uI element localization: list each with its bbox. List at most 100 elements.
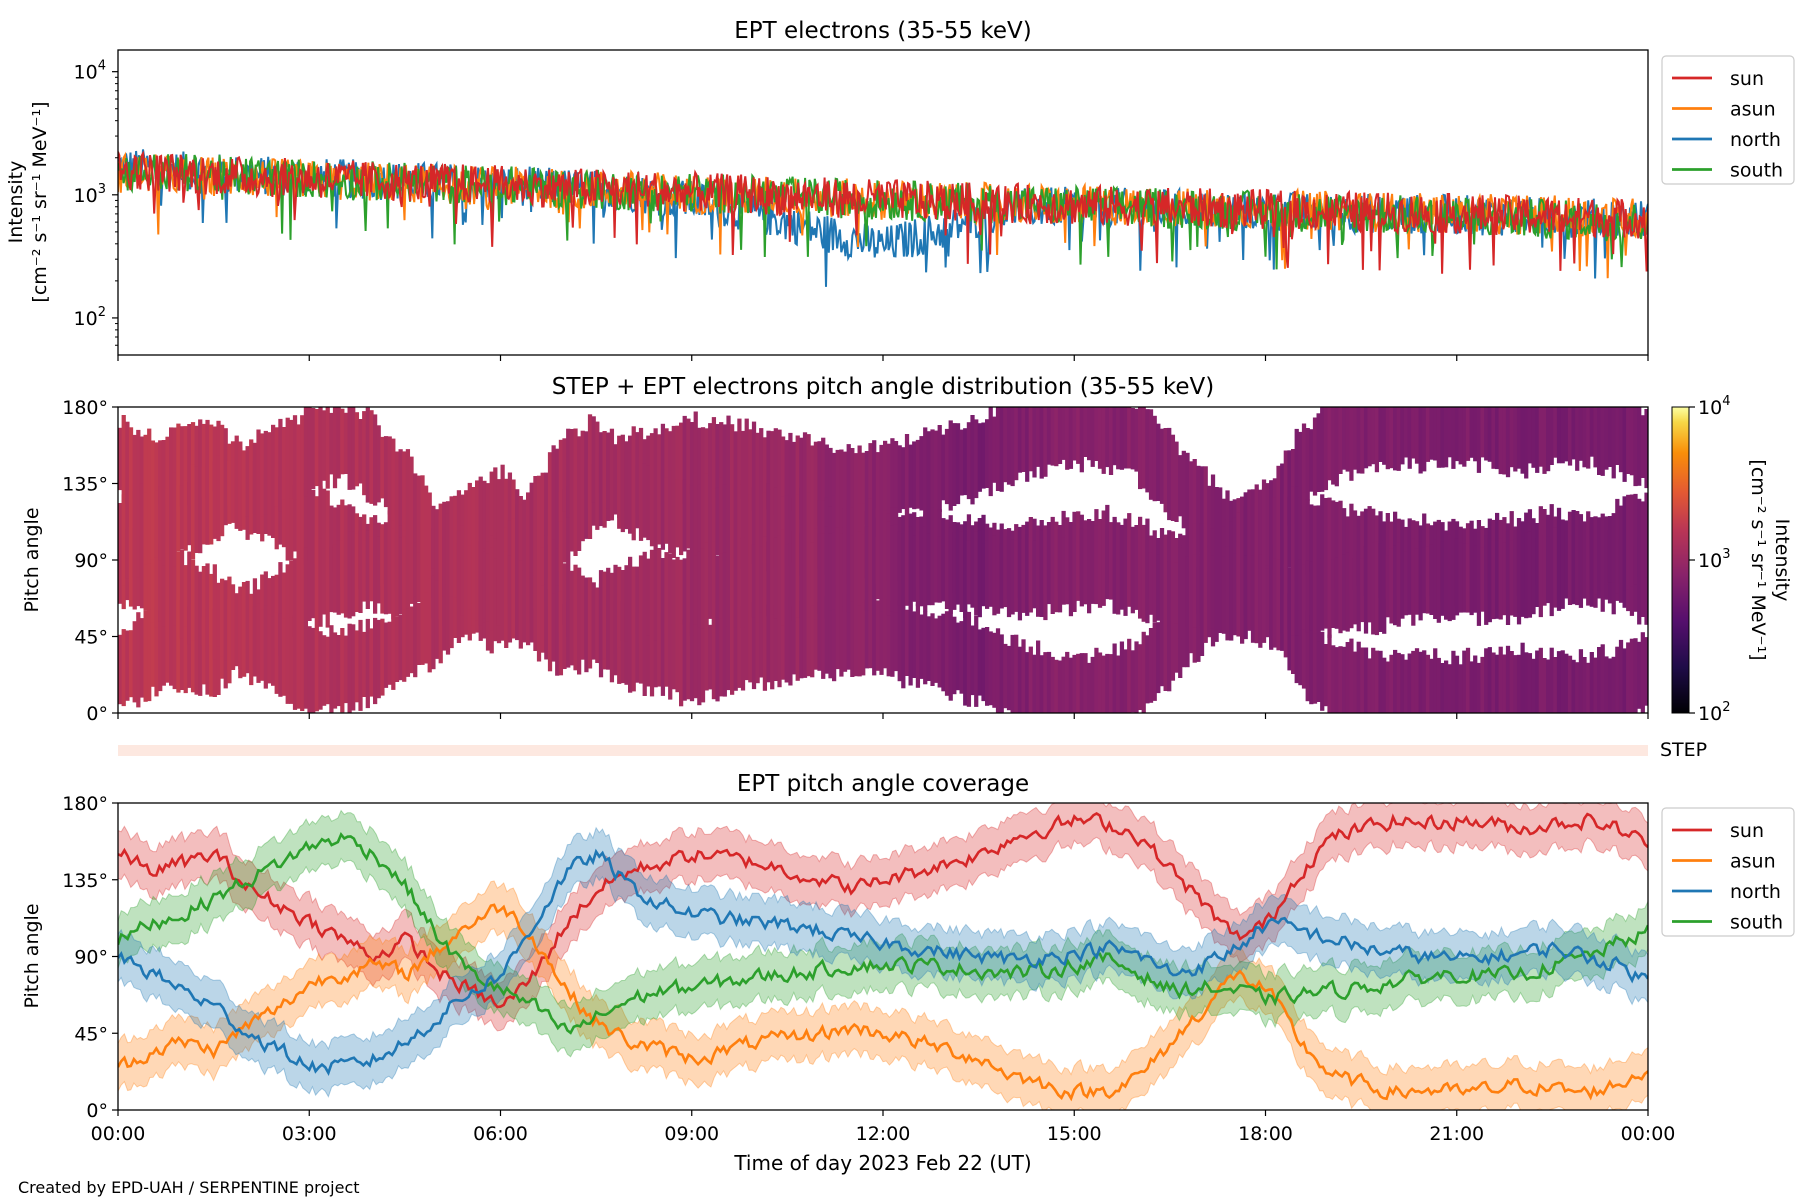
heatmap-cell	[464, 539, 469, 609]
heatmap-cell	[1312, 558, 1318, 634]
heatmap-cell	[810, 502, 815, 565]
heatmap-cell	[762, 536, 768, 623]
heatmap-cell	[660, 558, 666, 630]
heatmap-cell	[926, 616, 931, 681]
heatmap-cell	[1316, 505, 1321, 575]
heatmap-cell	[751, 421, 757, 511]
heatmap-cell	[1101, 655, 1106, 713]
heatmap-cell	[194, 565, 199, 638]
heatmap-cell	[573, 591, 578, 671]
heatmap-cell	[325, 636, 330, 705]
heatmap-cell	[1145, 540, 1150, 624]
heatmap-cell	[901, 447, 906, 510]
heatmap-cell	[977, 530, 982, 618]
band-south	[118, 809, 1648, 1058]
heatmap-cell	[777, 485, 782, 572]
heatmap-cell	[697, 551, 702, 628]
heatmap-cell	[318, 538, 323, 627]
heatmap-cell	[555, 491, 560, 584]
heatmap-cell	[1422, 650, 1427, 713]
heatmap-cell	[271, 575, 276, 651]
heatmap-cell	[1513, 538, 1518, 617]
heatmap-cell	[1458, 407, 1463, 465]
heatmap-cell	[1400, 654, 1405, 713]
heatmap-cell	[1564, 531, 1569, 599]
heatmap-cell	[1546, 407, 1551, 472]
heatmap-cell	[1491, 407, 1496, 469]
heatmap-cell	[649, 549, 655, 643]
heatmap-cell	[245, 448, 250, 517]
heatmap-cell	[1331, 500, 1336, 588]
heatmap-cell	[1433, 539, 1438, 619]
heatmap-cell	[1065, 535, 1070, 605]
heatmap-cell	[1276, 497, 1281, 561]
heatmap-cell	[533, 476, 538, 568]
heatmap-cell	[190, 559, 196, 641]
heatmap-cell	[307, 550, 312, 621]
heatmap-cell	[398, 449, 403, 526]
heatmap-cell	[1072, 654, 1077, 713]
heatmap-cell	[1167, 427, 1172, 521]
heatmap-cell	[974, 615, 979, 707]
heatmap-cell	[289, 472, 294, 561]
heatmap-cell	[369, 536, 374, 602]
heatmap-cell	[1298, 497, 1303, 573]
heatmap-cell	[1170, 550, 1176, 638]
heatmap-cell	[1320, 558, 1325, 631]
heatmap-cell	[1032, 654, 1037, 713]
heatmap-cell	[121, 494, 126, 586]
heatmap-cell	[1374, 407, 1380, 473]
heatmap-cell	[657, 548, 662, 641]
heatmap-cell	[1148, 552, 1154, 615]
heatmap-cell	[740, 480, 746, 569]
heatmap-cell	[711, 613, 717, 700]
heatmap-cell	[1338, 552, 1343, 634]
heatmap-cell	[879, 525, 884, 612]
heatmap-cell	[722, 552, 727, 618]
heatmap-cell	[1207, 545, 1212, 638]
heatmap-cell	[125, 630, 130, 701]
heatmap-cell	[908, 602, 913, 686]
heatmap-cell	[1254, 502, 1259, 565]
heatmap-cell	[1393, 407, 1398, 471]
heatmap-cell	[941, 434, 946, 501]
heatmap-cell	[587, 577, 593, 669]
heatmap-cell	[660, 469, 666, 550]
heatmap-cell	[1502, 542, 1507, 616]
heatmap-cell	[1261, 561, 1267, 643]
heatmap-cell	[132, 434, 137, 499]
heatmap-cell	[904, 434, 910, 521]
heatmap-cell	[1462, 407, 1467, 467]
heatmap-cell	[806, 434, 811, 528]
heatmap-cell	[948, 608, 953, 701]
heatmap-cell	[1301, 564, 1307, 630]
heatmap-cell	[660, 612, 666, 696]
heatmap-cell	[671, 559, 676, 626]
heatmap-cell	[1072, 525, 1077, 612]
heatmap-cell	[773, 487, 778, 569]
heatmap-cell	[1422, 407, 1427, 472]
heatmap-cell	[963, 526, 968, 618]
heatmap-cell	[1575, 407, 1580, 471]
heatmap-cell	[1065, 407, 1070, 470]
heatmap-cell	[773, 428, 778, 516]
heatmap-cell	[926, 431, 931, 512]
heatmap-cell	[1586, 407, 1591, 469]
heatmap-cell	[1411, 407, 1416, 459]
heatmap-cell	[981, 627, 986, 702]
heatmap-cell	[620, 440, 625, 533]
heatmap-cell	[125, 421, 130, 504]
heatmap-cell	[398, 537, 403, 615]
heatmap-cell	[493, 558, 498, 624]
heatmap-cell	[1127, 638, 1132, 713]
heatmap-cell	[322, 635, 327, 706]
heatmap-cell	[1097, 652, 1103, 713]
heatmap-cell	[558, 543, 564, 633]
heatmap-cell	[1542, 535, 1547, 606]
heatmap-cell	[1192, 554, 1197, 628]
heatmap-cell	[307, 626, 312, 713]
heatmap-cell	[1371, 407, 1376, 465]
panel1-ylabel-unit: [cm⁻² s⁻¹ sr⁻¹ MeV⁻¹]	[29, 101, 51, 302]
heatmap-cell	[1061, 407, 1066, 460]
